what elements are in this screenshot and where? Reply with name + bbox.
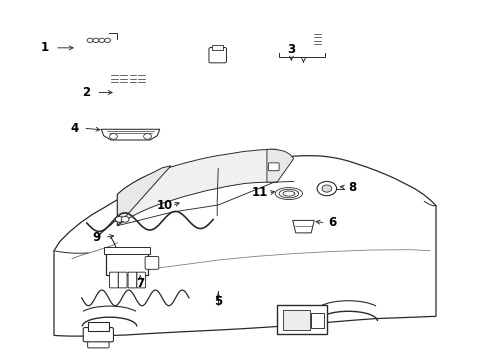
Circle shape xyxy=(105,38,111,42)
Circle shape xyxy=(116,216,123,222)
Circle shape xyxy=(93,38,99,42)
FancyBboxPatch shape xyxy=(209,48,226,63)
Text: 10: 10 xyxy=(156,198,173,212)
FancyBboxPatch shape xyxy=(212,45,223,50)
FancyBboxPatch shape xyxy=(128,272,137,288)
Text: 1: 1 xyxy=(41,41,49,54)
FancyBboxPatch shape xyxy=(83,328,114,342)
FancyBboxPatch shape xyxy=(106,252,148,275)
FancyBboxPatch shape xyxy=(104,247,149,253)
Circle shape xyxy=(110,134,117,139)
Text: 5: 5 xyxy=(214,295,222,308)
Polygon shape xyxy=(101,129,160,140)
Polygon shape xyxy=(267,149,294,182)
Text: 7: 7 xyxy=(136,277,145,290)
FancyBboxPatch shape xyxy=(311,313,324,328)
FancyBboxPatch shape xyxy=(277,305,327,334)
Text: 4: 4 xyxy=(71,122,78,135)
Text: 2: 2 xyxy=(83,86,91,99)
Polygon shape xyxy=(293,220,314,233)
FancyBboxPatch shape xyxy=(88,339,109,348)
FancyBboxPatch shape xyxy=(110,272,118,288)
Circle shape xyxy=(99,38,105,42)
Circle shape xyxy=(322,185,332,192)
Polygon shape xyxy=(54,156,436,336)
FancyBboxPatch shape xyxy=(137,272,146,288)
FancyBboxPatch shape xyxy=(88,322,109,331)
Circle shape xyxy=(121,216,129,222)
Text: 3: 3 xyxy=(287,43,295,56)
Circle shape xyxy=(87,38,93,42)
FancyBboxPatch shape xyxy=(145,256,159,269)
Polygon shape xyxy=(117,149,277,226)
FancyBboxPatch shape xyxy=(283,310,310,330)
Polygon shape xyxy=(117,166,171,226)
Text: 11: 11 xyxy=(251,186,268,199)
Circle shape xyxy=(144,134,151,139)
FancyBboxPatch shape xyxy=(269,163,279,171)
Text: 8: 8 xyxy=(348,181,356,194)
FancyBboxPatch shape xyxy=(118,272,127,288)
Text: 9: 9 xyxy=(92,231,100,244)
Circle shape xyxy=(317,181,337,196)
Text: 6: 6 xyxy=(329,216,337,229)
